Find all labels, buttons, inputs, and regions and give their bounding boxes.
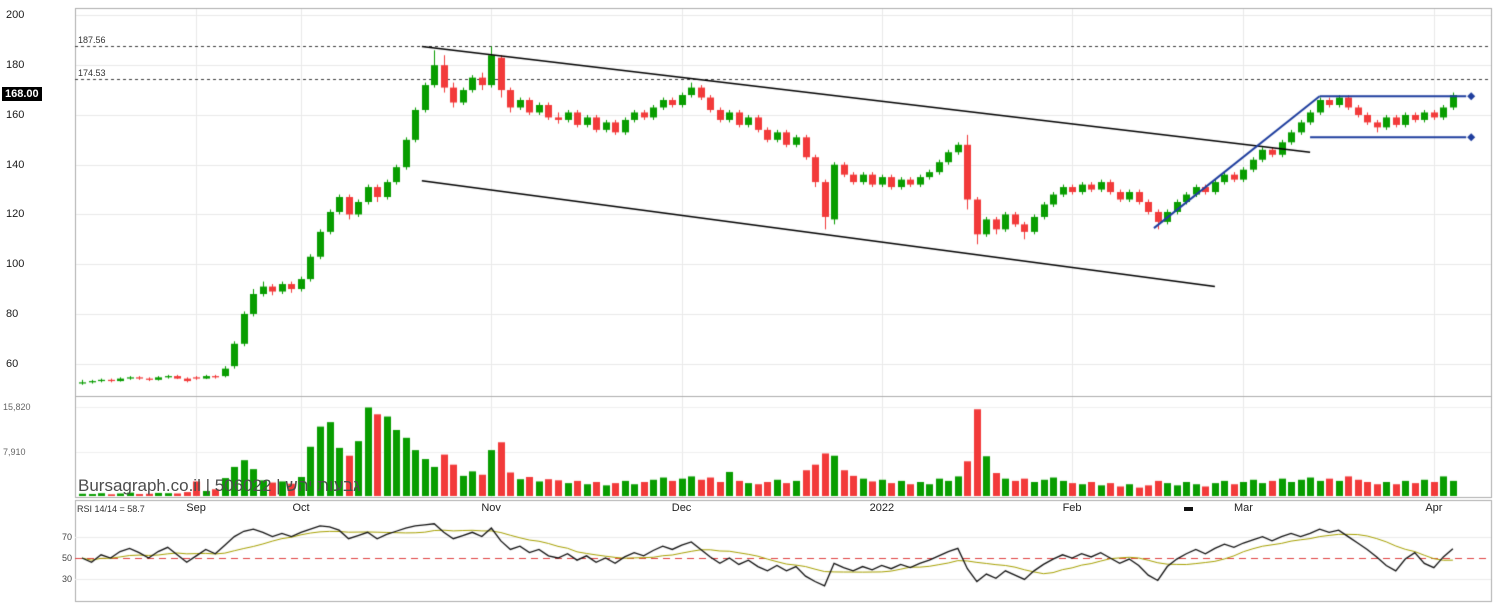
candlestick-chart-canvas[interactable] bbox=[0, 0, 1496, 606]
stock-chart-page: { "meta": { "watermark": "Bursagraph.co.… bbox=[0, 0, 1496, 606]
